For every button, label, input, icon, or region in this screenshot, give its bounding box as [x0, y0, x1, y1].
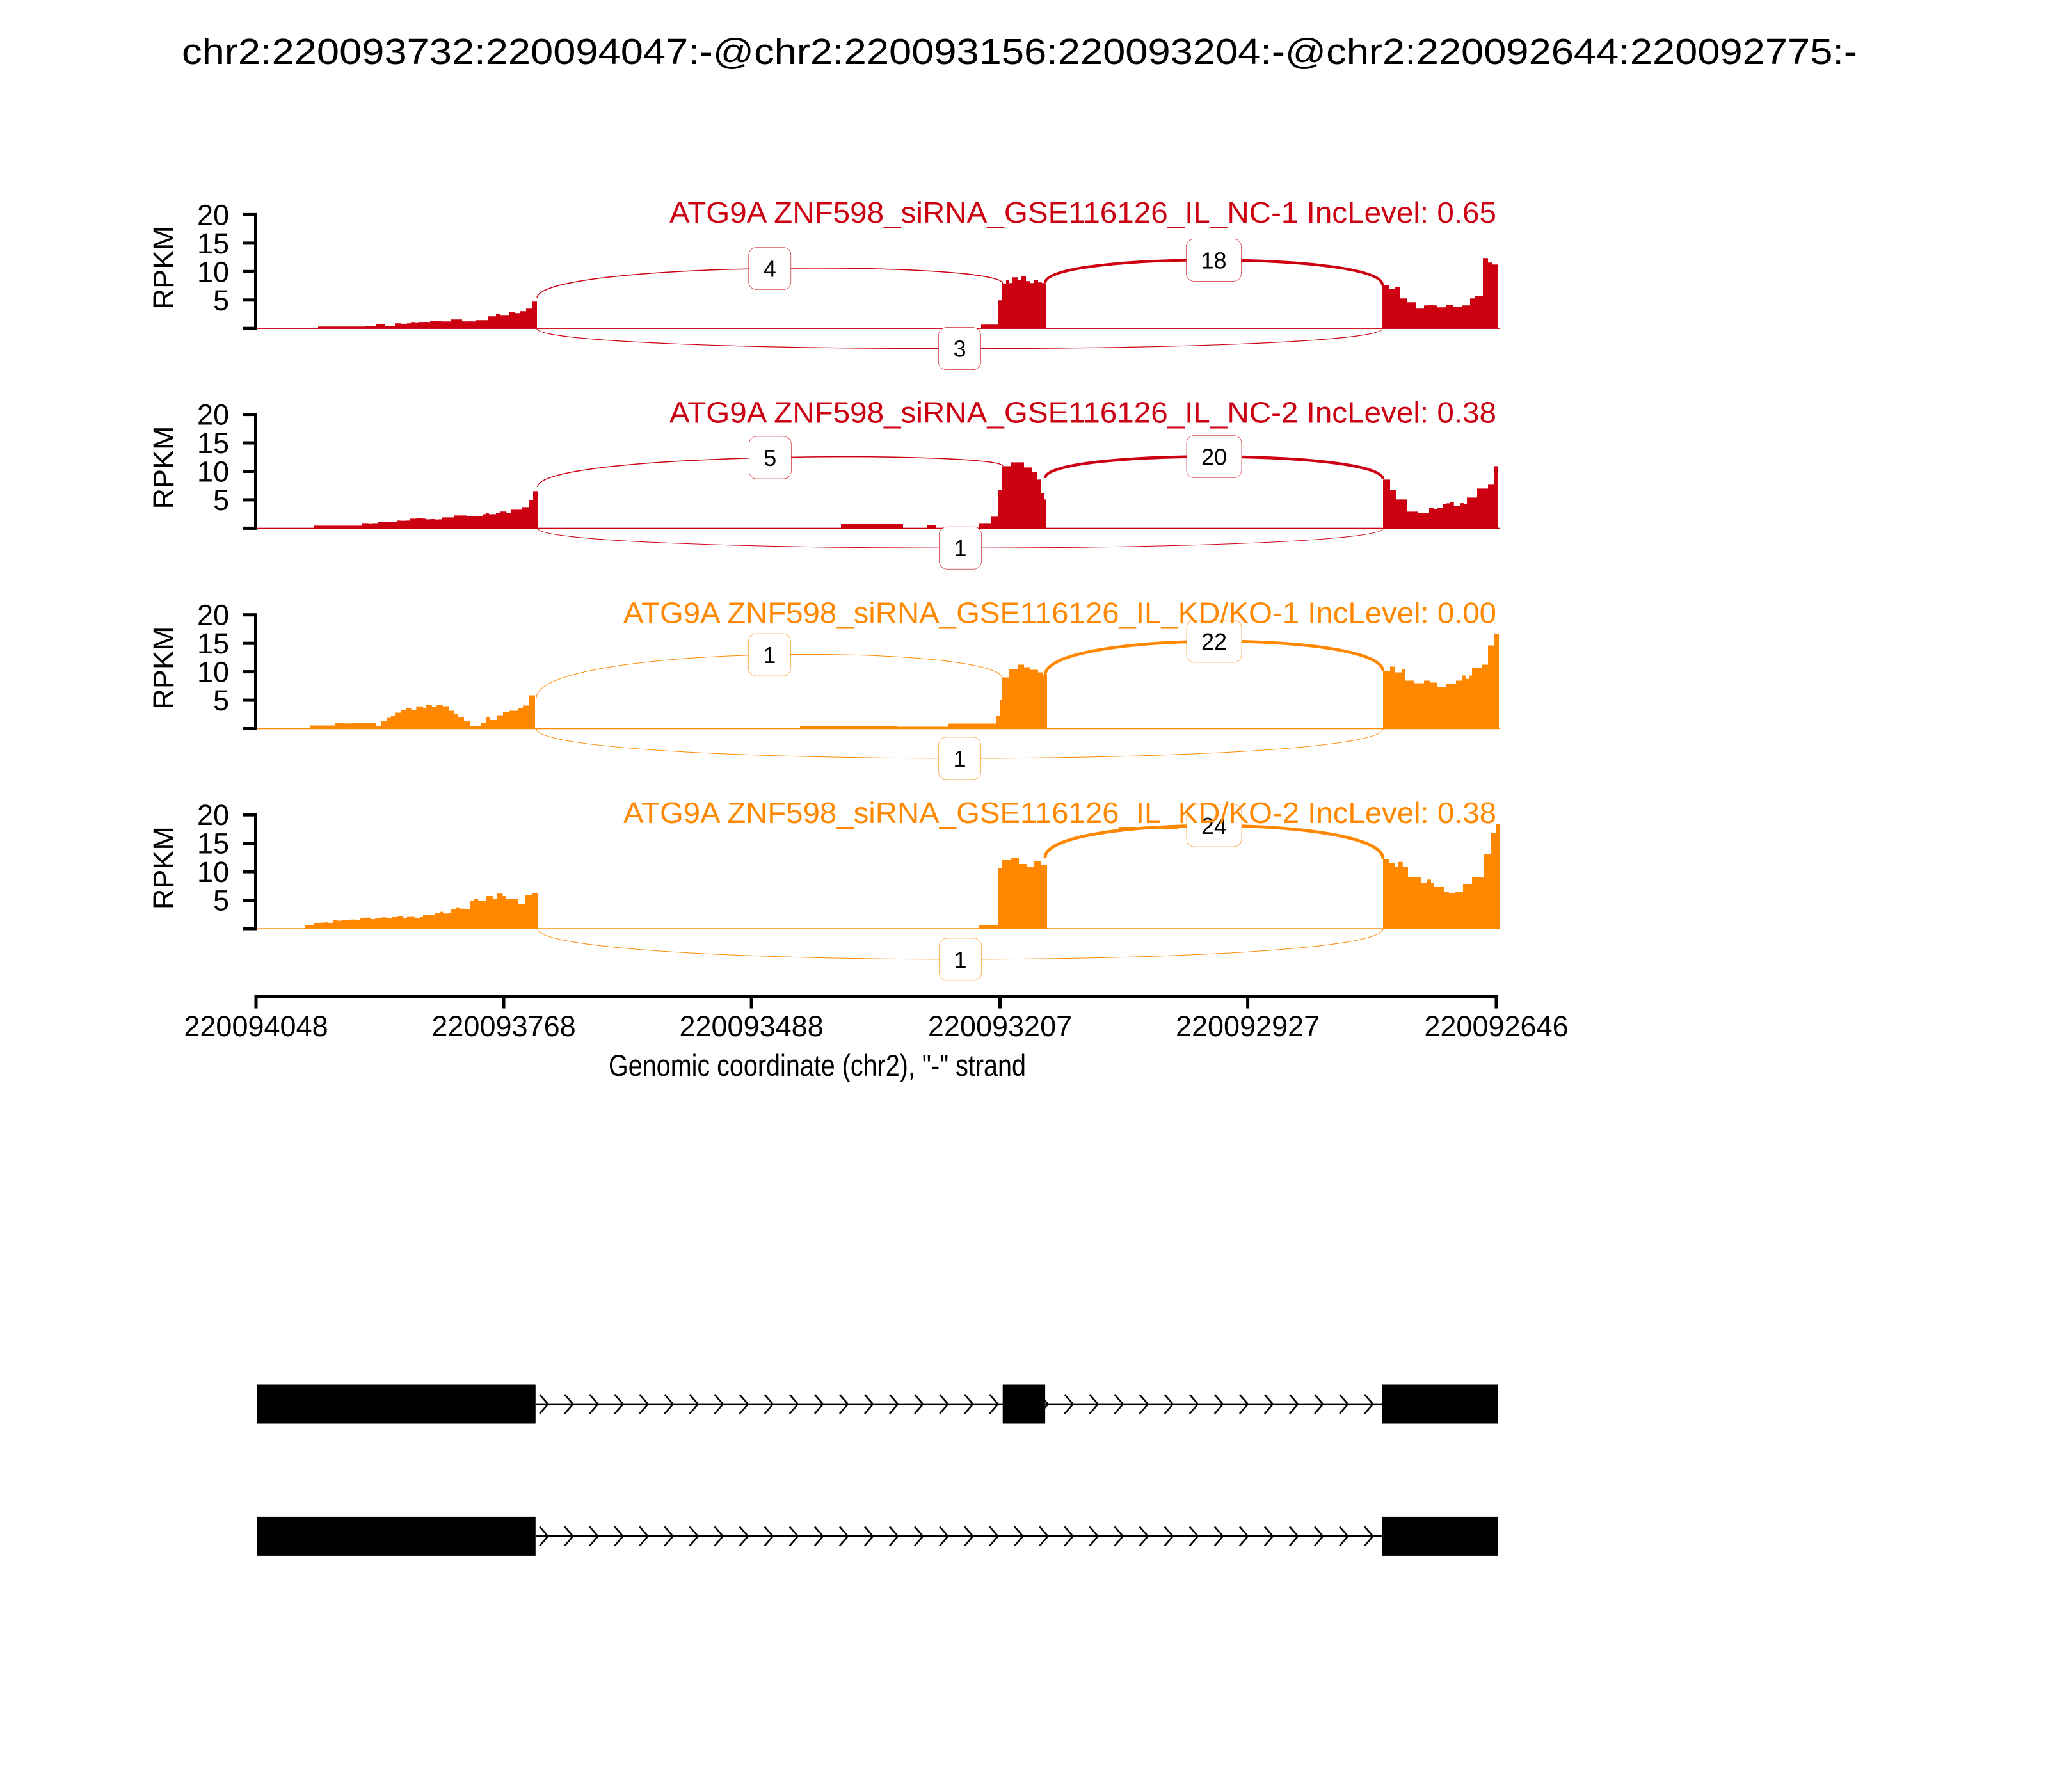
svg-text:Genomic coordinate (chr2), "-": Genomic coordinate (chr2), "-" strand	[609, 1048, 1026, 1082]
svg-text:ATG9A ZNF598_siRNA_GSE116126_I: ATG9A ZNF598_siRNA_GSE116126_IL_NC-2 Inc…	[669, 396, 1496, 429]
svg-text:1: 1	[954, 535, 966, 561]
svg-text:1: 1	[954, 947, 966, 973]
svg-text:ATG9A ZNF598_siRNA_GSE116126_I: ATG9A ZNF598_siRNA_GSE116126_IL_NC-1 Inc…	[669, 196, 1496, 229]
svg-text:5: 5	[213, 284, 229, 317]
svg-text:5: 5	[213, 884, 229, 917]
svg-text:220094048: 220094048	[184, 1010, 328, 1043]
svg-text:20: 20	[197, 599, 229, 632]
svg-text:15: 15	[197, 828, 229, 860]
svg-text:1: 1	[953, 746, 966, 772]
svg-text:4: 4	[764, 256, 776, 282]
svg-text:RPKM: RPKM	[147, 627, 180, 710]
svg-text:220093207: 220093207	[928, 1010, 1072, 1043]
svg-text:15: 15	[197, 627, 229, 660]
svg-text:15: 15	[197, 227, 229, 260]
svg-text:ATG9A ZNF598_siRNA_GSE116126_I: ATG9A ZNF598_siRNA_GSE116126_IL_KD/KO-2 …	[623, 796, 1496, 829]
svg-text:10: 10	[197, 456, 229, 488]
svg-text:5: 5	[213, 684, 229, 717]
svg-text:18: 18	[1201, 247, 1226, 273]
svg-text:20: 20	[197, 198, 229, 231]
svg-text:220093488: 220093488	[679, 1010, 823, 1043]
svg-text:1: 1	[763, 642, 776, 668]
svg-text:24: 24	[1201, 813, 1227, 839]
svg-text:RPKM: RPKM	[147, 826, 180, 909]
svg-text:220092927: 220092927	[1176, 1010, 1320, 1043]
svg-text:10: 10	[197, 255, 229, 288]
svg-text:10: 10	[197, 656, 229, 689]
svg-text:chr2:220093732:220094047:-@chr: chr2:220093732:220094047:-@chr2:22009315…	[182, 31, 1857, 72]
svg-text:5: 5	[764, 445, 776, 471]
svg-text:220093768: 220093768	[431, 1010, 575, 1043]
svg-text:20: 20	[1201, 444, 1227, 470]
svg-text:RPKM: RPKM	[147, 426, 180, 509]
svg-text:ATG9A ZNF598_siRNA_GSE116126_I: ATG9A ZNF598_siRNA_GSE116126_IL_KD/KO-1 …	[623, 596, 1496, 629]
svg-text:20: 20	[197, 399, 229, 431]
svg-text:10: 10	[197, 856, 229, 888]
svg-text:15: 15	[197, 427, 229, 460]
svg-text:5: 5	[213, 484, 229, 516]
svg-text:RPKM: RPKM	[147, 226, 180, 309]
svg-text:220092646: 220092646	[1424, 1010, 1568, 1043]
svg-text:22: 22	[1201, 628, 1227, 655]
svg-text:3: 3	[953, 336, 966, 362]
svg-text:20: 20	[197, 799, 229, 831]
